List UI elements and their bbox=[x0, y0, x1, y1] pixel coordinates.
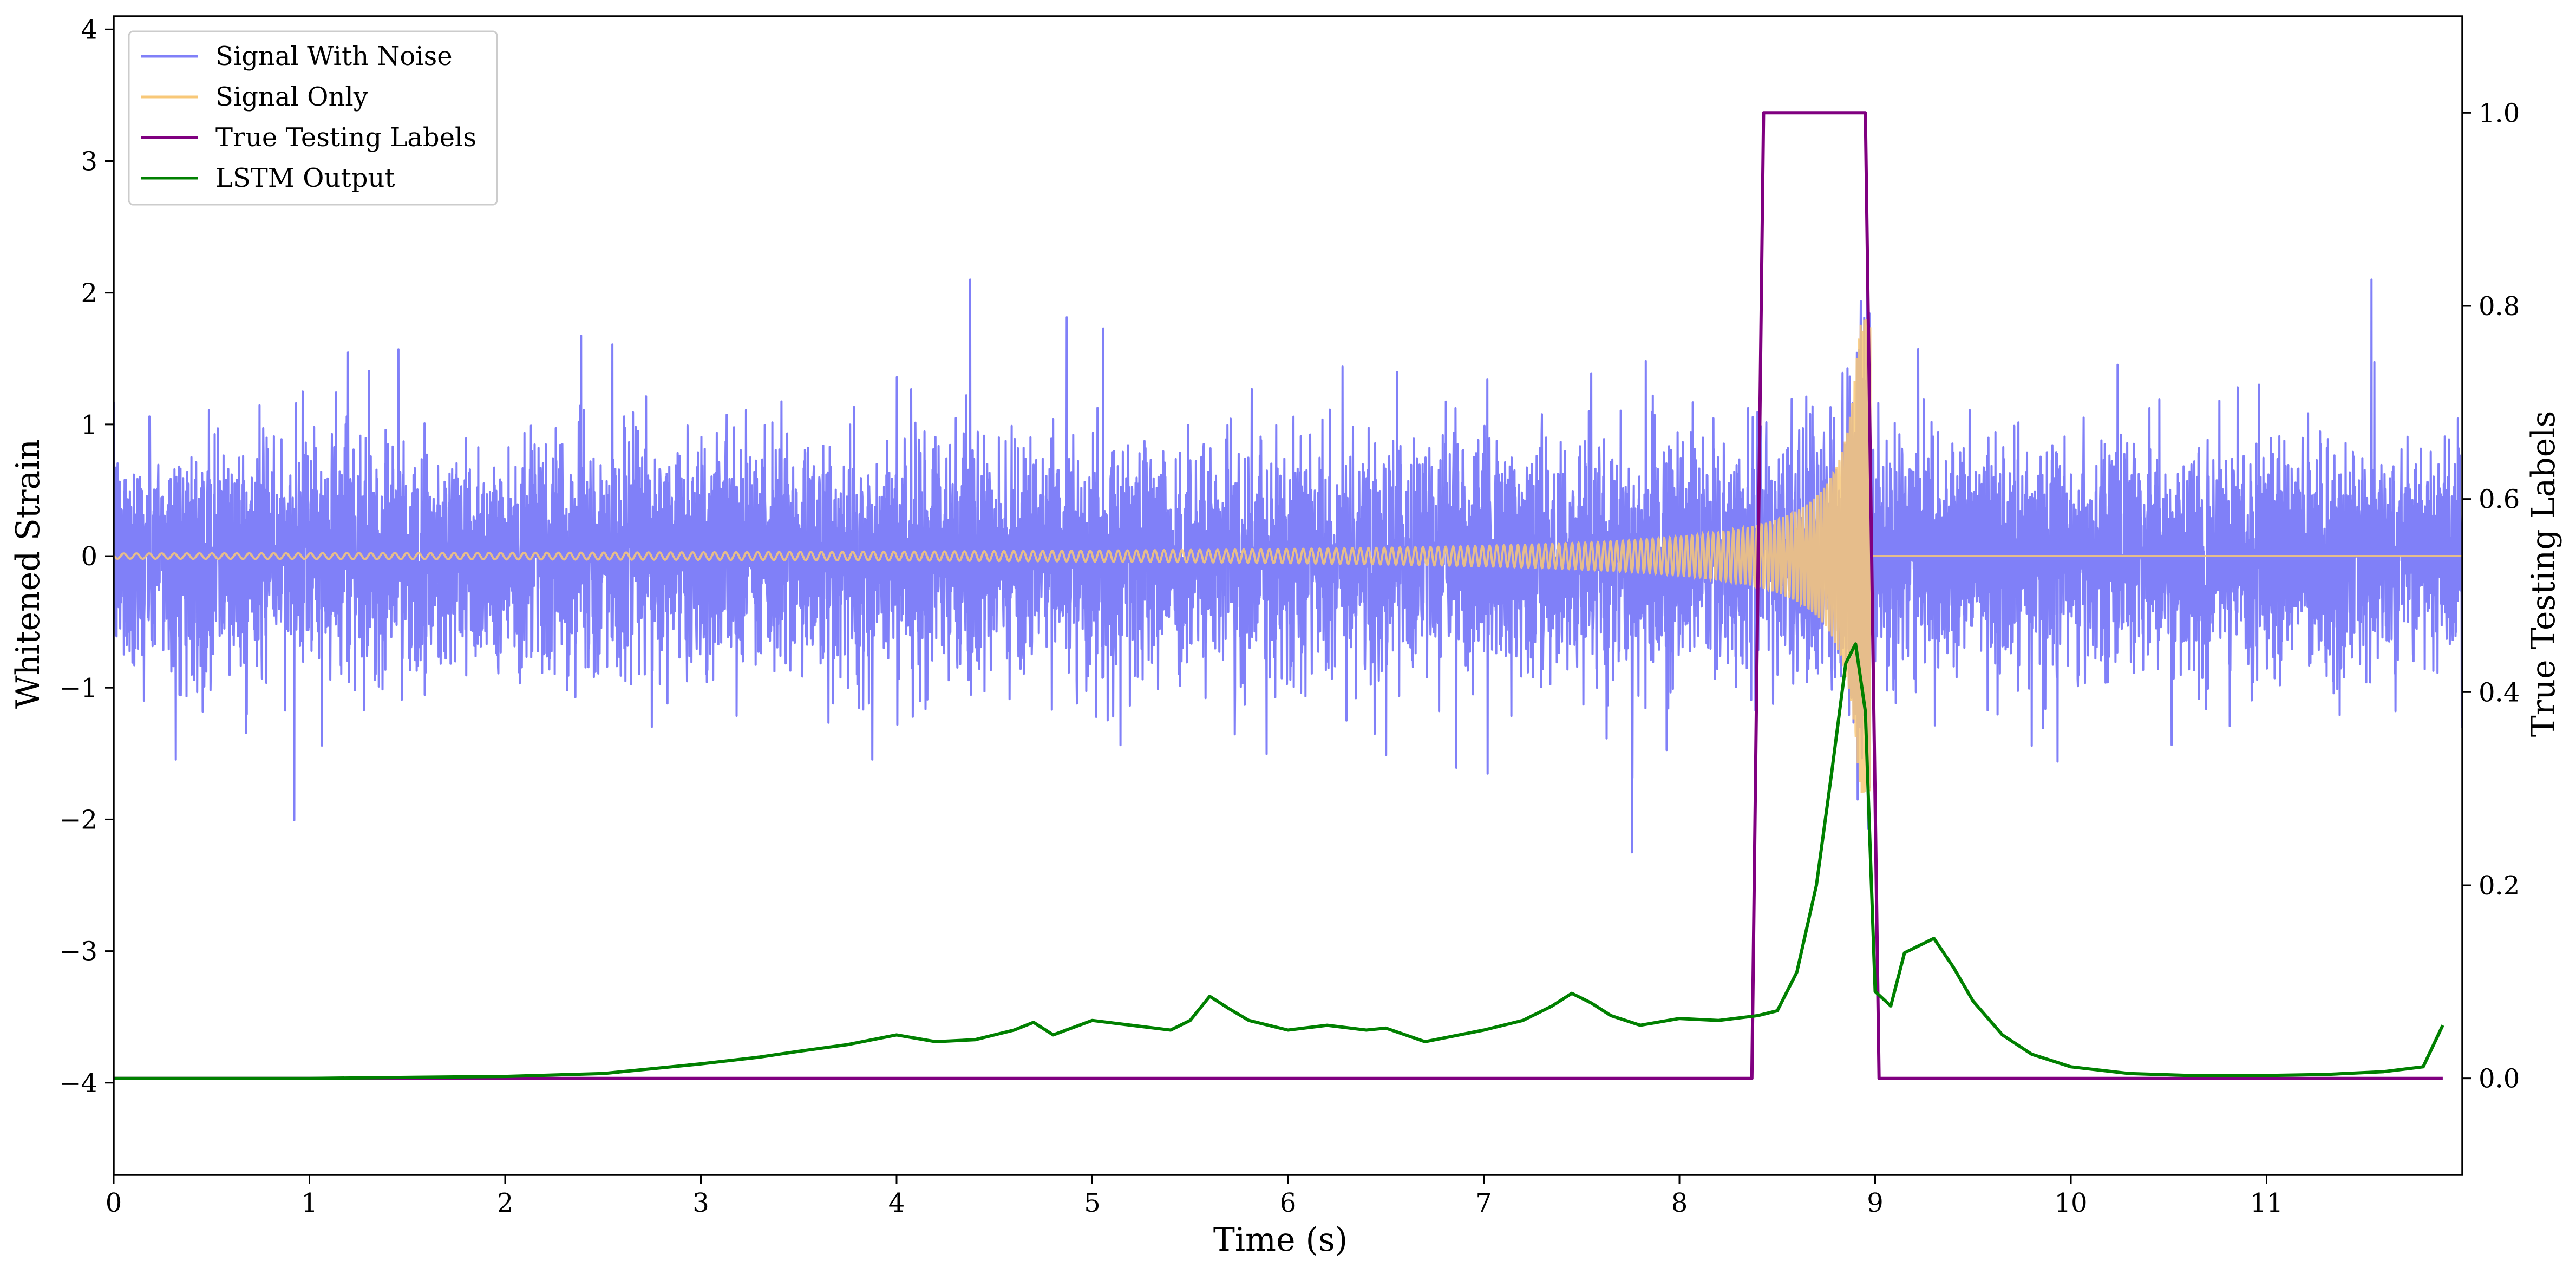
legend-label: Signal With Noise bbox=[215, 41, 453, 71]
y-tick-label-left: 3 bbox=[81, 147, 97, 177]
y-tick-label-right: 0.2 bbox=[2479, 871, 2520, 901]
x-tick-label: 2 bbox=[497, 1188, 514, 1218]
legend-label: True Testing Labels bbox=[215, 122, 476, 153]
x-tick-label: 3 bbox=[692, 1188, 709, 1218]
y-axis-label-left: Whitened Strain bbox=[9, 439, 47, 709]
x-tick-label: 11 bbox=[2250, 1188, 2283, 1218]
x-tick-label: 0 bbox=[106, 1188, 122, 1218]
x-tick-label: 5 bbox=[1084, 1188, 1101, 1218]
x-tick-label: 9 bbox=[1867, 1188, 1884, 1218]
x-axis-label: Time (s) bbox=[1213, 1221, 1348, 1259]
series-lstm-output bbox=[114, 642, 2444, 1080]
legend: Signal With Noise Signal Only True Testing… bbox=[128, 30, 498, 206]
y-tick-label-left: 1 bbox=[81, 410, 97, 440]
legend-label: Signal Only bbox=[215, 82, 368, 112]
x-tick-label: 10 bbox=[2054, 1188, 2087, 1218]
y-tick-label-right: 0.6 bbox=[2479, 485, 2520, 515]
legend-label: LSTM Output bbox=[215, 163, 395, 193]
y-tick-label-left: 0 bbox=[81, 541, 97, 572]
y-tick-label-right: 0.8 bbox=[2479, 291, 2520, 322]
x-tick-label: 4 bbox=[888, 1188, 905, 1218]
y-axis-label-right: True Testing Labels bbox=[2525, 411, 2562, 737]
legend-box bbox=[128, 30, 498, 206]
x-tick-label: 7 bbox=[1475, 1188, 1492, 1218]
y-tick-label-right: 0.4 bbox=[2479, 677, 2520, 708]
x-tick-label: 6 bbox=[1280, 1188, 1297, 1218]
y-tick-label-left: −4 bbox=[59, 1068, 97, 1099]
y-tick-label-left: 2 bbox=[81, 278, 97, 309]
y-tick-label-left: −1 bbox=[59, 673, 97, 703]
y-tick-label-left: −3 bbox=[59, 937, 97, 967]
x-tick-label: 8 bbox=[1671, 1188, 1688, 1218]
series-true-testing-labels bbox=[114, 111, 2443, 1080]
series-signal-only bbox=[114, 319, 2462, 793]
series-signal-with-noise bbox=[114, 278, 2462, 854]
y-tick-label-left: −2 bbox=[59, 805, 97, 835]
y-tick-label-left: 4 bbox=[81, 15, 97, 45]
x-tick-label: 1 bbox=[301, 1188, 318, 1218]
y-tick-label-right: 1.0 bbox=[2479, 98, 2520, 128]
y-tick-label-right: 0.0 bbox=[2479, 1064, 2520, 1094]
